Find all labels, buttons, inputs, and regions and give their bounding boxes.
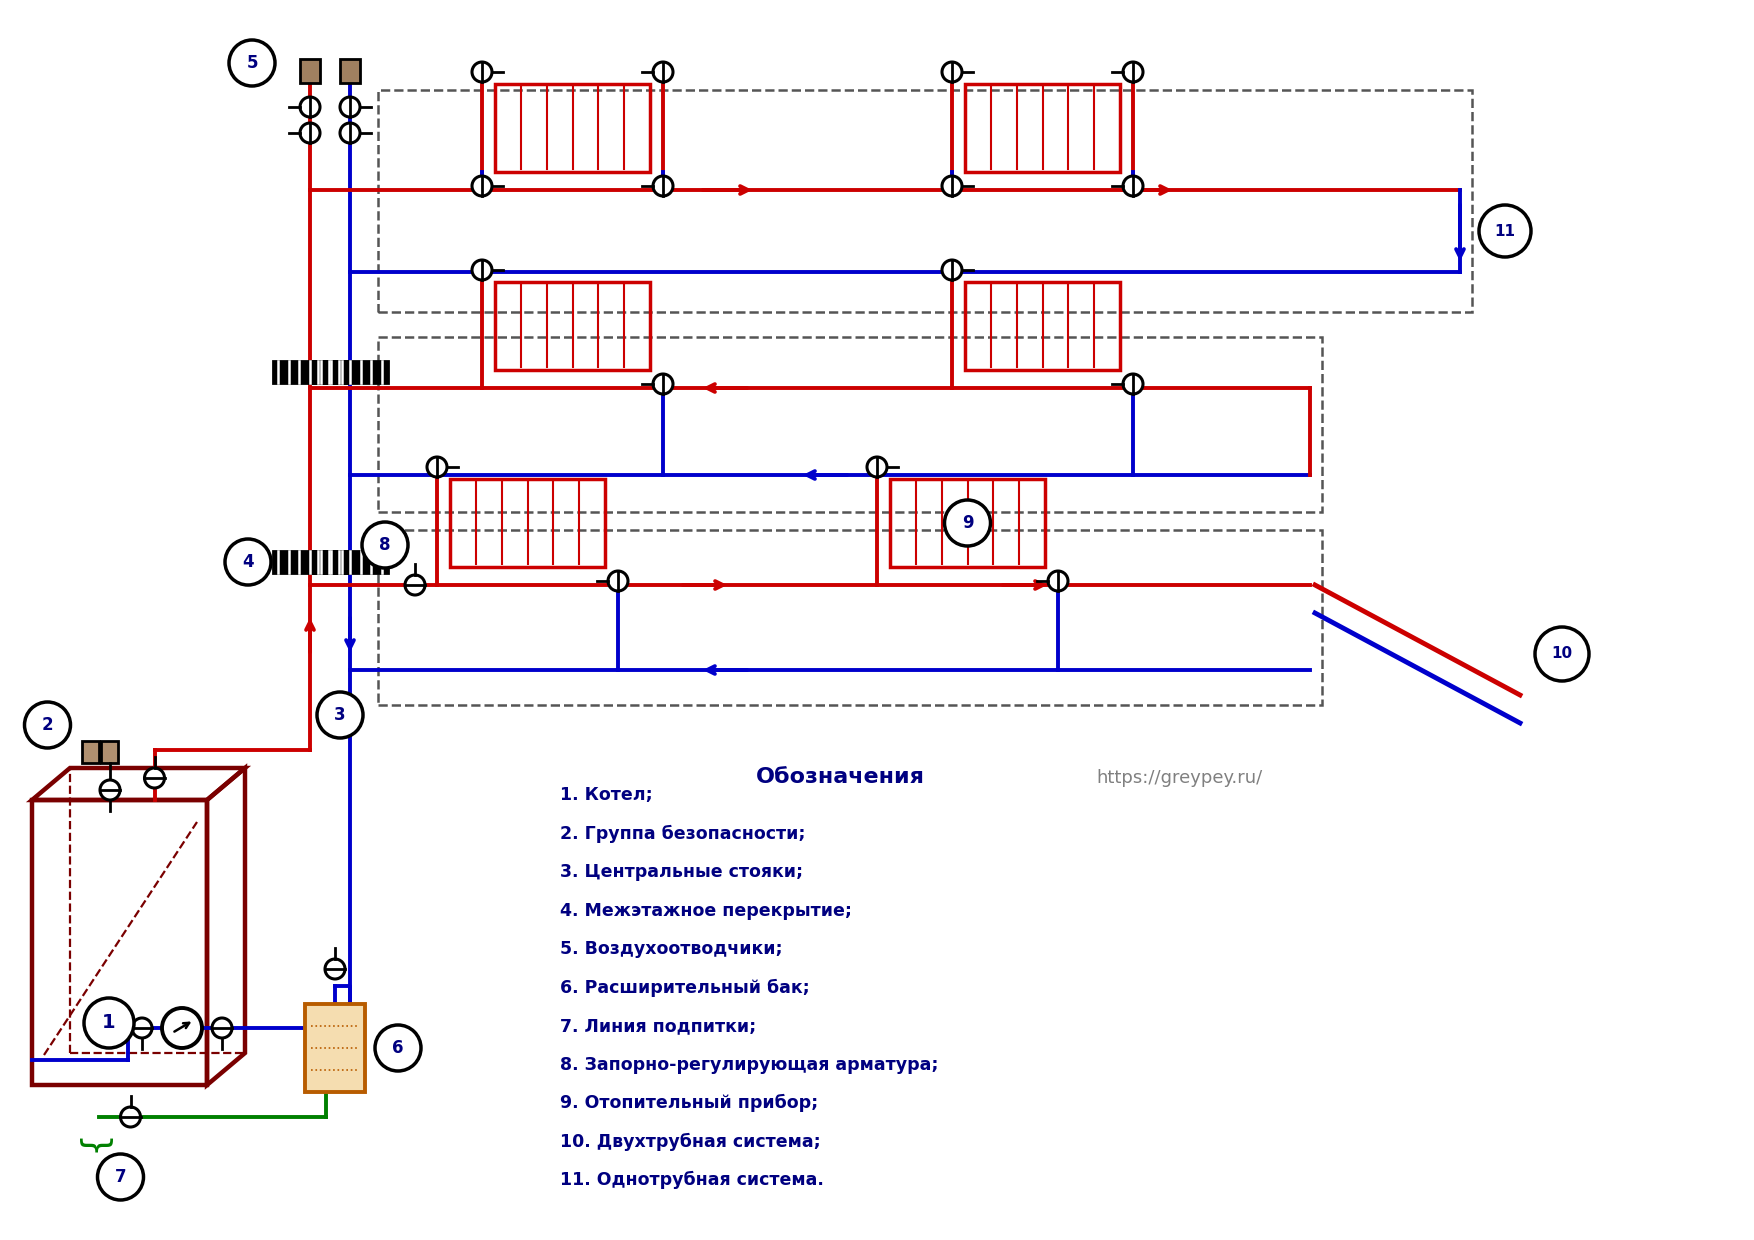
Text: 4. Межэтажное перекрытие;: 4. Межэтажное перекрытие;	[560, 901, 852, 920]
Text: 2. Группа безопасности;: 2. Группа безопасности;	[560, 825, 805, 842]
Bar	[495, 84, 651, 172]
Circle shape	[426, 458, 447, 477]
Circle shape	[324, 959, 346, 980]
Text: 8. Запорно-регулирующая арматура;: 8. Запорно-регулирующая арматура;	[560, 1055, 938, 1074]
Circle shape	[1479, 205, 1531, 257]
Bar	[102, 742, 119, 763]
Circle shape	[230, 40, 275, 86]
Text: 6. Расширительный бак;: 6. Расширительный бак;	[560, 978, 810, 997]
Circle shape	[1047, 570, 1068, 591]
Circle shape	[1123, 62, 1144, 82]
Text: https://greypey.ru/: https://greypey.ru/	[1096, 769, 1263, 787]
Bar	[495, 281, 651, 370]
Bar	[379, 337, 1323, 512]
Bar	[312, 551, 388, 573]
Circle shape	[361, 522, 409, 568]
Circle shape	[25, 702, 70, 748]
Text: 11: 11	[1494, 223, 1515, 238]
Circle shape	[132, 1018, 153, 1038]
Circle shape	[375, 1025, 421, 1071]
Circle shape	[472, 260, 493, 280]
Circle shape	[609, 570, 628, 591]
Circle shape	[472, 176, 493, 196]
Circle shape	[652, 176, 674, 196]
Text: 10. Двухтрубная система;: 10. Двухтрубная система;	[560, 1132, 821, 1151]
Text: 1: 1	[102, 1013, 116, 1033]
Circle shape	[1535, 627, 1589, 681]
Circle shape	[652, 374, 674, 394]
Text: 4: 4	[242, 553, 254, 570]
Bar	[340, 60, 360, 83]
Text: 5. Воздухоотводчики;: 5. Воздухоотводчики;	[560, 940, 782, 959]
Bar	[305, 1004, 365, 1092]
Text: 9: 9	[961, 515, 973, 532]
Bar	[300, 60, 319, 83]
Bar	[379, 529, 1323, 706]
Circle shape	[942, 176, 961, 196]
Text: 11. Однотрубная система.: 11. Однотрубная система.	[560, 1171, 824, 1189]
Text: 7: 7	[114, 1168, 126, 1185]
Circle shape	[652, 62, 674, 82]
Text: 8: 8	[379, 536, 391, 554]
Text: 7. Линия подпитки;: 7. Линия подпитки;	[560, 1017, 756, 1035]
Circle shape	[212, 1018, 232, 1038]
Circle shape	[942, 62, 961, 82]
Bar	[965, 84, 1121, 172]
Circle shape	[144, 768, 165, 787]
Circle shape	[866, 458, 888, 477]
Circle shape	[317, 692, 363, 738]
Circle shape	[121, 1107, 140, 1127]
Circle shape	[1123, 374, 1144, 394]
Circle shape	[944, 500, 991, 546]
Circle shape	[472, 62, 493, 82]
Circle shape	[84, 998, 133, 1048]
Bar	[272, 361, 347, 383]
Text: 3: 3	[335, 706, 346, 724]
Bar	[272, 551, 347, 573]
Circle shape	[300, 97, 319, 117]
Bar	[540, 735, 1400, 1234]
Text: 3. Центральные стояки;: 3. Центральные стояки;	[560, 863, 803, 880]
Text: 5: 5	[246, 55, 258, 72]
Circle shape	[98, 1154, 144, 1200]
Circle shape	[225, 539, 272, 585]
Bar	[889, 479, 1045, 567]
Circle shape	[300, 123, 319, 143]
Circle shape	[405, 575, 424, 595]
Bar	[82, 742, 100, 763]
Circle shape	[161, 1008, 202, 1048]
Text: 2: 2	[42, 715, 53, 734]
Bar	[32, 800, 207, 1085]
Text: 10: 10	[1552, 646, 1573, 661]
Bar	[379, 91, 1472, 312]
Circle shape	[942, 260, 961, 280]
Circle shape	[100, 780, 119, 800]
Text: 6: 6	[393, 1039, 403, 1056]
Bar	[965, 281, 1121, 370]
Circle shape	[340, 123, 360, 143]
Text: {: {	[77, 1128, 111, 1152]
Bar	[451, 479, 605, 567]
Circle shape	[1123, 176, 1144, 196]
Text: 9. Отопительный прибор;: 9. Отопительный прибор;	[560, 1094, 819, 1112]
Circle shape	[340, 97, 360, 117]
Text: 1. Котел;: 1. Котел;	[560, 786, 652, 804]
Bar	[312, 361, 388, 383]
Text: Обозначения: Обозначения	[756, 768, 924, 787]
